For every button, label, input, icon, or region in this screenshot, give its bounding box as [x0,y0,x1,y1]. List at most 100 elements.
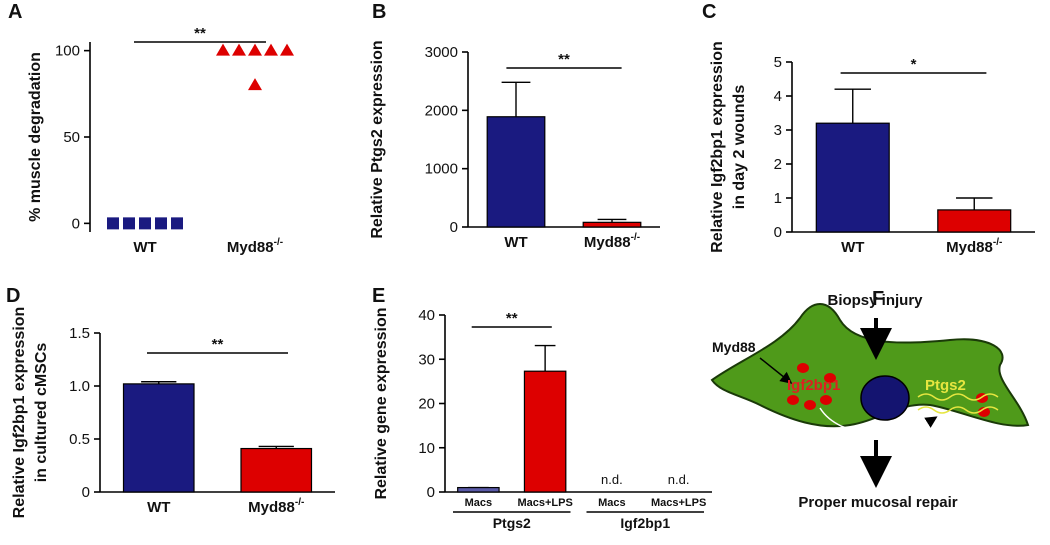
igf2bp1-label: Igf2bp1 [787,377,840,394]
y-tick-label: 3000 [425,44,458,61]
y-axis-label: % muscle degradation [27,52,44,222]
y-tick-label: 0 [82,484,90,501]
regulation-arrow [819,407,938,435]
y-axis-label: Relative gene expression [373,307,390,499]
category-name: Macs+LPS [651,497,706,509]
bar [815,122,890,233]
panel-letter: A [8,1,22,23]
category-name: Myd88 [584,234,631,251]
bar [457,486,500,493]
x-tick-label: Myd88-/- [946,237,1002,256]
x-tick-label: WT [147,499,170,516]
y-axis-label: Relative Ptgs2 expression [369,40,386,238]
category-superscript: -/- [274,237,283,248]
panel-letter: C [702,1,716,23]
category-name: Myd88 [946,239,993,256]
y-tick-label: 20 [418,396,435,413]
bar [122,383,195,493]
y-tick-label: 0 [427,484,435,501]
y-axis-label: in day 2 wounds [731,85,748,210]
x-tick-label: Macs+LPS [651,497,706,509]
bar [523,370,567,493]
point [155,217,167,230]
y-tick-label: 0 [774,224,782,241]
point [123,217,135,230]
x-tick-label: Macs [465,497,493,509]
nucleus [860,375,910,421]
category-name: Macs [598,497,626,509]
x-tick-label: WT [504,234,527,251]
x-tick-label: Myd88-/- [584,232,640,251]
value-label: n.d. [601,472,623,487]
significance-label: * [911,56,917,73]
panel-letter: E [372,285,385,307]
significance-label: ** [506,310,518,327]
category-name: Macs [465,497,493,509]
y-tick-label: 10 [418,440,435,457]
value-label: n.d. [668,472,690,487]
point [248,78,262,91]
y-tick-label: 0 [72,215,80,232]
category-name: WT [133,239,156,256]
category-superscript: -/- [993,237,1002,248]
significance-label: ** [212,336,224,353]
point [216,43,230,56]
category-name: Myd88 [248,499,295,516]
myd88-label: Myd88 [712,339,756,355]
y-tick-label: 5 [774,54,782,71]
point [264,43,278,56]
y-tick-label: 50 [63,129,80,146]
panel-letter: D [6,285,20,307]
y-axis-label: in cultured cMSCs [33,343,50,483]
y-tick-label: 100 [55,43,80,60]
point [139,217,151,230]
myd88-arrow [759,357,793,384]
significance-label: ** [558,51,570,68]
y-axis-label: Relative Igf2bp1 expression [11,307,28,519]
x-tick-label: WT [841,239,864,256]
y-tick-label: 1 [774,190,782,207]
y-tick-label: 1000 [425,161,458,178]
diagram-panel: F Biopsy injury Myd88 Igf2bp1 Ptgs2 Prop… [710,288,1030,511]
ptgs2-label: Ptgs2 [925,377,966,394]
group-label: Ptgs2 [493,515,531,531]
x-tick-label: Myd88-/- [227,237,283,256]
bar [582,221,642,228]
y-tick-label: 0 [450,219,458,236]
outcome-label: Proper mucosal repair [798,494,957,511]
injury-label: Biopsy injury [827,292,923,309]
point [248,43,262,56]
y-tick-label: 4 [774,88,782,105]
y-tick-label: 2 [774,156,782,173]
y-tick-label: 0.5 [69,431,90,448]
panel-letter: B [372,1,386,23]
x-tick-label: Macs [598,497,626,509]
y-tick-label: 40 [418,307,435,324]
y-tick-label: 30 [418,351,435,368]
category-superscript: -/- [631,232,640,243]
point [171,217,183,230]
bar [486,116,546,228]
point [107,217,119,230]
bar [937,209,1012,233]
category-name: WT [841,239,864,256]
x-tick-label: Myd88-/- [248,497,304,516]
significance-label: ** [194,25,206,42]
x-tick-label: WT [133,239,156,256]
group-label: Igf2bp1 [620,515,670,531]
bar [240,447,313,493]
mrna-dots [787,363,990,417]
ptgs2-transcripts [917,393,999,414]
category-superscript: -/- [295,497,304,508]
y-tick-label: 1.0 [69,378,90,395]
category-name: Myd88 [227,239,274,256]
y-tick-label: 2000 [425,102,458,119]
category-name: WT [147,499,170,516]
panel-letter: F [872,288,884,310]
y-tick-label: 1.5 [69,325,90,342]
point [280,43,294,56]
y-tick-label: 3 [774,122,782,139]
category-name: Macs+LPS [517,497,572,509]
point [232,43,246,56]
